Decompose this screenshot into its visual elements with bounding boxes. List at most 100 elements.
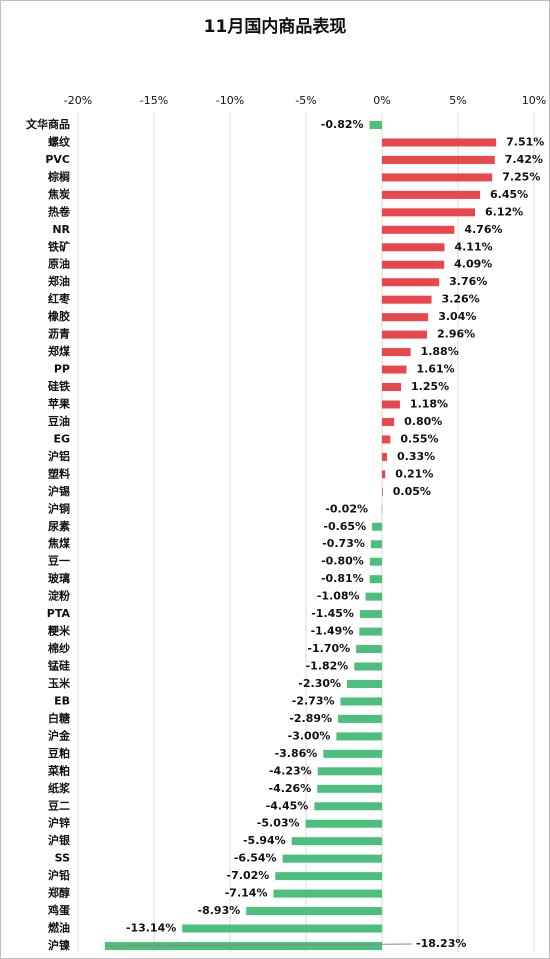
bar [182, 924, 382, 933]
bar [382, 243, 445, 252]
bar [356, 645, 382, 654]
value-label: -1.82% [306, 660, 349, 673]
y-tick-label: 沪铜 [48, 501, 70, 515]
y-tick-label: 沪铝 [48, 449, 70, 463]
value-label: -1.49% [311, 625, 354, 638]
value-label: -0.02% [325, 502, 368, 515]
value-label: -2.89% [289, 712, 332, 725]
value-label: 0.55% [400, 432, 438, 445]
bar [336, 732, 382, 741]
value-label: -8.93% [198, 904, 241, 917]
y-tick-label: 豆粕 [48, 746, 70, 760]
bar [382, 400, 400, 409]
y-tick-label: 螺纹 [48, 134, 71, 148]
bar [291, 837, 382, 846]
y-tick-label: 玉米 [48, 676, 71, 690]
leader-line [106, 943, 413, 947]
bar [382, 313, 429, 322]
y-tick-label: EG [53, 432, 70, 445]
value-label: -3.86% [275, 747, 318, 760]
bar [273, 889, 382, 898]
value-label: -4.26% [269, 782, 312, 795]
x-tick-label: -5% [295, 94, 316, 107]
y-tick-label: 焦煤 [47, 536, 71, 550]
bar [382, 225, 455, 234]
y-tick-label: 郑煤 [48, 344, 71, 358]
value-label: -1.08% [317, 590, 360, 603]
y-tick-label: 红枣 [48, 292, 71, 306]
value-label: -7.14% [225, 887, 268, 900]
bar [372, 522, 382, 531]
value-label: 1.18% [410, 397, 448, 410]
value-label: -2.30% [298, 677, 341, 690]
value-label: -0.81% [321, 572, 364, 585]
bar [382, 435, 391, 444]
value-label: 6.12% [485, 205, 523, 218]
value-label: 4.09% [454, 258, 492, 271]
bar [382, 487, 383, 496]
value-label: -3.00% [288, 729, 331, 742]
value-label: 3.26% [442, 293, 480, 306]
bar [369, 557, 382, 566]
value-label: -0.82% [321, 118, 364, 131]
bar [382, 383, 401, 392]
bar [382, 470, 386, 479]
y-tick-label: 沪银 [48, 833, 71, 847]
bar [365, 592, 382, 601]
x-tick-label: -10% [216, 94, 244, 107]
y-tick-label: 郑油 [48, 274, 70, 288]
value-label: -1.70% [307, 642, 350, 655]
value-label: 3.04% [438, 310, 476, 323]
bar [359, 610, 382, 619]
y-tick-label: 豆二 [48, 799, 70, 812]
value-label: 0.21% [395, 467, 433, 480]
value-label: -13.14% [126, 922, 176, 935]
value-label: 3.76% [449, 275, 487, 288]
y-tick-label: 原油 [48, 257, 70, 271]
y-tick-label: PP [54, 363, 70, 376]
y-tick-label: 豆油 [48, 414, 70, 428]
bar [382, 208, 476, 217]
x-tick-label: 5% [449, 94, 466, 107]
y-tick-label: 沪镍 [48, 938, 70, 952]
y-tick-label: 热卷 [48, 204, 71, 218]
bar [369, 575, 382, 584]
bar [382, 278, 440, 287]
value-label: 4.76% [464, 223, 502, 236]
value-label: -5.94% [243, 834, 286, 847]
y-tick-label: 鸡蛋 [47, 903, 71, 917]
bar [275, 872, 382, 881]
bar [382, 452, 388, 461]
value-label: -7.02% [227, 869, 270, 882]
value-label: 2.96% [437, 328, 475, 341]
y-tick-label: 棕榈 [47, 169, 70, 183]
bar [382, 260, 445, 269]
y-tick-label: PTA [47, 607, 71, 620]
bar [314, 802, 382, 811]
bar [246, 907, 382, 916]
value-label: 7.42% [505, 153, 543, 166]
bar [323, 749, 382, 758]
value-label: 1.25% [411, 380, 449, 393]
bar [382, 190, 481, 199]
y-tick-label: EB [54, 694, 70, 707]
y-tick-label: 沪铅 [48, 868, 70, 882]
y-tick-label: SS [55, 852, 70, 865]
value-label: 7.51% [506, 135, 544, 148]
y-tick-label: 棉纱 [48, 641, 70, 655]
y-tick-label: 菜粕 [47, 763, 70, 777]
bar [369, 121, 382, 129]
x-tick-label: -20% [64, 94, 92, 107]
value-label: 1.61% [416, 363, 454, 376]
y-tick-label: 玻璃 [48, 571, 70, 585]
value-label: -18.23% [416, 937, 466, 950]
bar [347, 679, 382, 688]
value-label: -1.45% [311, 607, 354, 620]
bar [381, 505, 383, 514]
y-tick-label: 粳米 [47, 624, 71, 638]
chart-title: 11月国内商品表现 [204, 16, 347, 37]
y-tick-label: 沪锡 [48, 484, 70, 498]
y-tick-label: 锰硅 [48, 659, 70, 673]
value-label: 0.33% [397, 450, 435, 463]
